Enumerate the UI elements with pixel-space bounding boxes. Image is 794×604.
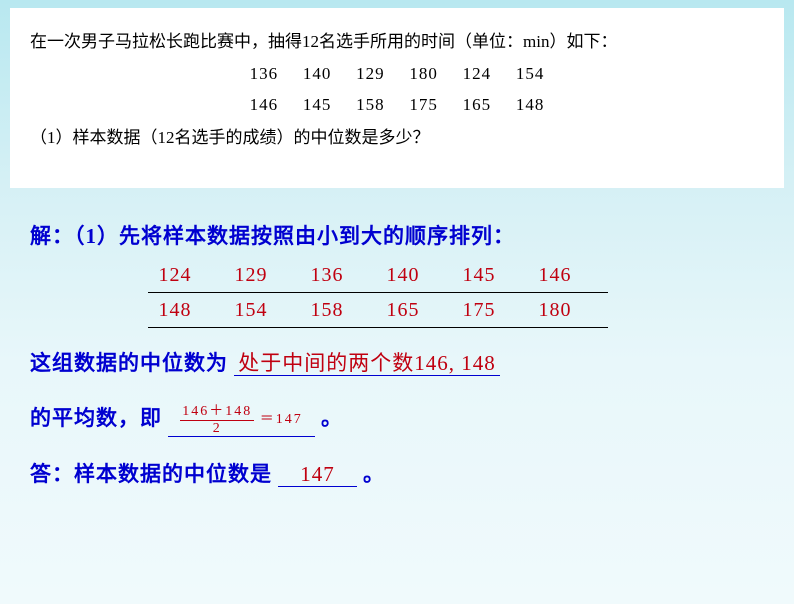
data-cell: 175 [400,91,448,120]
sorted-cell: 165 [368,293,438,327]
data-cell: 180 [400,60,448,89]
sorted-cell: 140 [368,258,438,292]
sorted-cell: 175 [444,293,514,327]
sorted-cell: 154 [216,293,286,327]
fraction: 146＋148 2 [180,404,254,436]
data-row-2: 146 145 158 175 165 148 [30,91,764,120]
data-cell: 148 [506,91,554,120]
problem-intro: 在一次男子马拉松长跑比赛中，抽得12名选手所用的时间（单位：min）如下： [30,26,764,58]
sorted-cell: 145 [444,258,514,292]
solution-heading: 解：（1）先将样本数据按照由小到大的顺序排列： [30,220,764,254]
frac-num: 146＋148 [180,404,254,420]
sorted-cell: 129 [216,258,286,292]
sorted-cell: 158 [292,293,362,327]
data-cell: 146 [240,91,288,120]
answer-value: 147 [278,462,357,487]
median-line-1: 这组数据的中位数为 处于中间的两个数146, 148 [30,344,764,384]
data-cell: 136 [240,60,288,89]
line3-suffix: 。 [363,462,385,486]
line1-prefix: 这组数据的中位数为 [30,351,228,375]
median-line-2: 的平均数，即 146＋148 2 ＝147 。 [30,399,764,439]
line1-fill: 处于中间的两个数146, 148 [234,351,500,376]
question-1: （1）样本数据（12名选手的成绩）的中位数是多少？ [30,122,764,154]
sorted-data: 124 129 136 140 145 146 148 154 158 165 … [140,258,764,328]
data-cell: 158 [346,91,394,120]
data-cell: 124 [453,60,501,89]
data-cell: 165 [453,91,501,120]
answer-line: 答：样本数据的中位数是 147 。 [30,455,764,495]
data-row-1: 136 140 129 180 124 154 [30,60,764,89]
data-cell: 145 [293,91,341,120]
problem-card: 在一次男子马拉松长跑比赛中，抽得12名选手所用的时间（单位：min）如下： 13… [10,8,784,188]
data-cell: 129 [346,60,394,89]
sorted-cell: 124 [140,258,210,292]
data-cell: 154 [506,60,554,89]
sorted-cell: 180 [520,293,590,327]
sorted-row-2: 148 154 158 165 175 180 [140,293,764,327]
formula-eq: ＝147 [260,412,303,427]
line2-prefix: 的平均数，即 [30,406,162,430]
formula: 146＋148 2 ＝147 [168,404,315,437]
line3-prefix: 答：样本数据的中位数是 [30,462,272,486]
underline [148,327,608,328]
solution-block: 解：（1）先将样本数据按照由小到大的顺序排列： 124 129 136 140 … [30,220,764,495]
line2-suffix: 。 [321,406,343,430]
frac-den: 2 [180,421,254,436]
data-cell: 140 [293,60,341,89]
sorted-row-1: 124 129 136 140 145 146 [140,258,764,292]
sorted-cell: 136 [292,258,362,292]
sorted-cell: 146 [520,258,590,292]
sorted-cell: 148 [140,293,210,327]
